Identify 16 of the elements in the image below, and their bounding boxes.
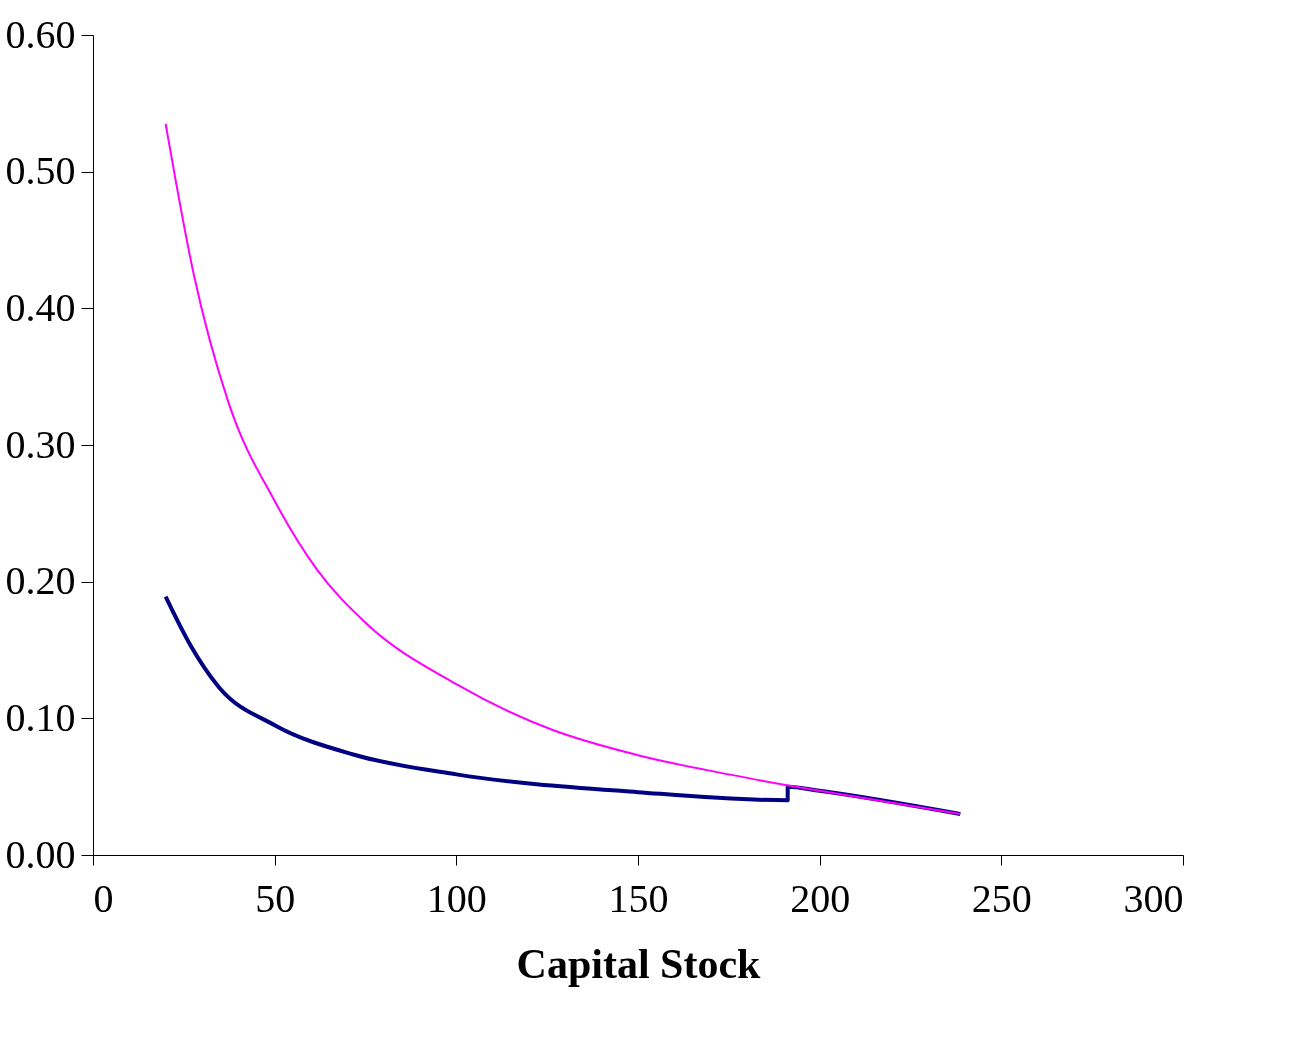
x-tick-label: 150 — [608, 875, 669, 921]
y-tick-label: 0.10 — [5, 694, 76, 740]
y-tick-label: 0.00 — [5, 831, 76, 877]
x-tick-label: 0 — [93, 875, 114, 921]
x-tick-label: 200 — [790, 875, 851, 921]
y-tick-label: 0.40 — [5, 284, 76, 330]
y-tick-label: 0.30 — [5, 421, 76, 467]
x-tick-label: 300 — [1123, 875, 1184, 921]
y-tick-label: 0.60 — [5, 11, 76, 57]
x-axis-title: Capital Stock — [516, 940, 762, 987]
line-series — [164, 122, 962, 815]
x-tick-label: 100 — [426, 875, 487, 921]
y-tick-label: 0.50 — [5, 148, 76, 194]
x-tick-label: 50 — [255, 875, 296, 921]
y-tick-label: 0.20 — [5, 558, 76, 604]
x-tick-label: 250 — [971, 875, 1032, 921]
